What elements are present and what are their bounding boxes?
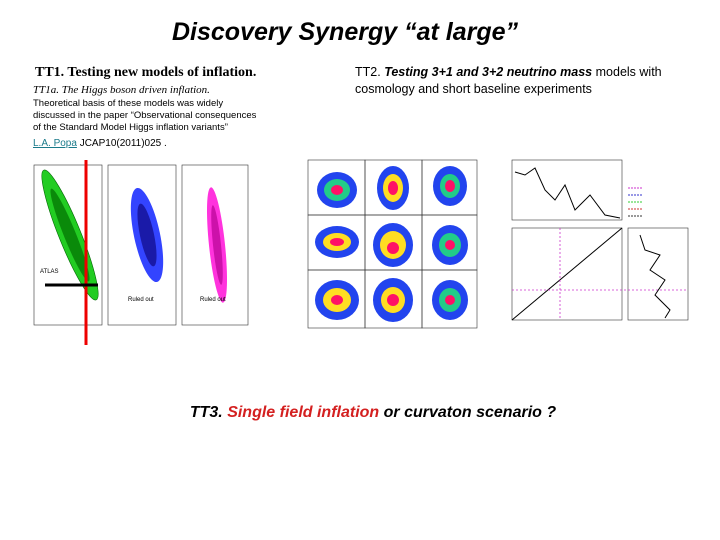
tt3-text: TT3. Single field inflation or curvaton … [0,404,720,422]
tt2-emphasis: Testing 3+1 and 3+2 neutrino mass [384,65,593,79]
shape [388,181,398,195]
contour [50,188,90,282]
panel [107,164,177,326]
body-line: Theoretical basis of these models was wi… [33,98,224,109]
shape [445,180,455,192]
panel [421,269,478,329]
shape [445,240,455,250]
tt2-label: TT2. [355,65,381,79]
figure-triangle [307,159,478,329]
tt1-heading: TT1. Testing new models of inflation. [35,65,257,80]
body-line: of the Standard Model Higgs inflation va… [33,122,228,133]
author-link[interactable]: L.A. Popa [33,138,77,149]
slide-title: Discovery Synergy “at large” [172,18,518,46]
panel [181,164,249,326]
figure-neutrino [511,159,689,321]
curve [514,167,621,219]
tt1-subheading: TT1a. The Higgs boson driven inflation. [33,84,210,96]
plot-label: ATLAS [40,269,59,275]
reference: L.A. Popa JCAP10(2011)025 . [33,138,167,149]
tt1-body: Theoretical basis of these models was wi… [33,98,256,134]
body-line: discussed in the paper “Observational co… [33,110,257,121]
diagonal [511,227,623,321]
panel [33,164,103,326]
curve [639,234,671,319]
shape [387,294,399,306]
shape [331,185,343,195]
panel [627,227,689,321]
tt2-text: TT2. Testing 3+1 and 3+2 neutrino mass m… [355,64,705,98]
plot-label: Ruled out [200,297,226,303]
contour [137,203,157,267]
tt2-rest: models with cosmology and short baseline… [355,65,662,96]
tt3-label: TT3. [189,404,223,421]
shape [445,295,455,305]
panel [511,227,623,321]
shape [331,295,343,305]
tt3-emphasis: Single field inflation [227,404,380,421]
tt3-rest: or curvaton scenario ? [383,404,557,421]
plot-label: Ruled out [128,297,154,303]
legend [628,187,642,217]
contours [315,166,468,322]
shape [330,238,344,246]
panel [511,159,623,221]
contour [211,205,223,285]
figure-higgs: ATLAS Ruled out Ruled out [33,160,249,345]
citation: JCAP10(2011)025 . [79,138,167,149]
shape [387,242,399,254]
